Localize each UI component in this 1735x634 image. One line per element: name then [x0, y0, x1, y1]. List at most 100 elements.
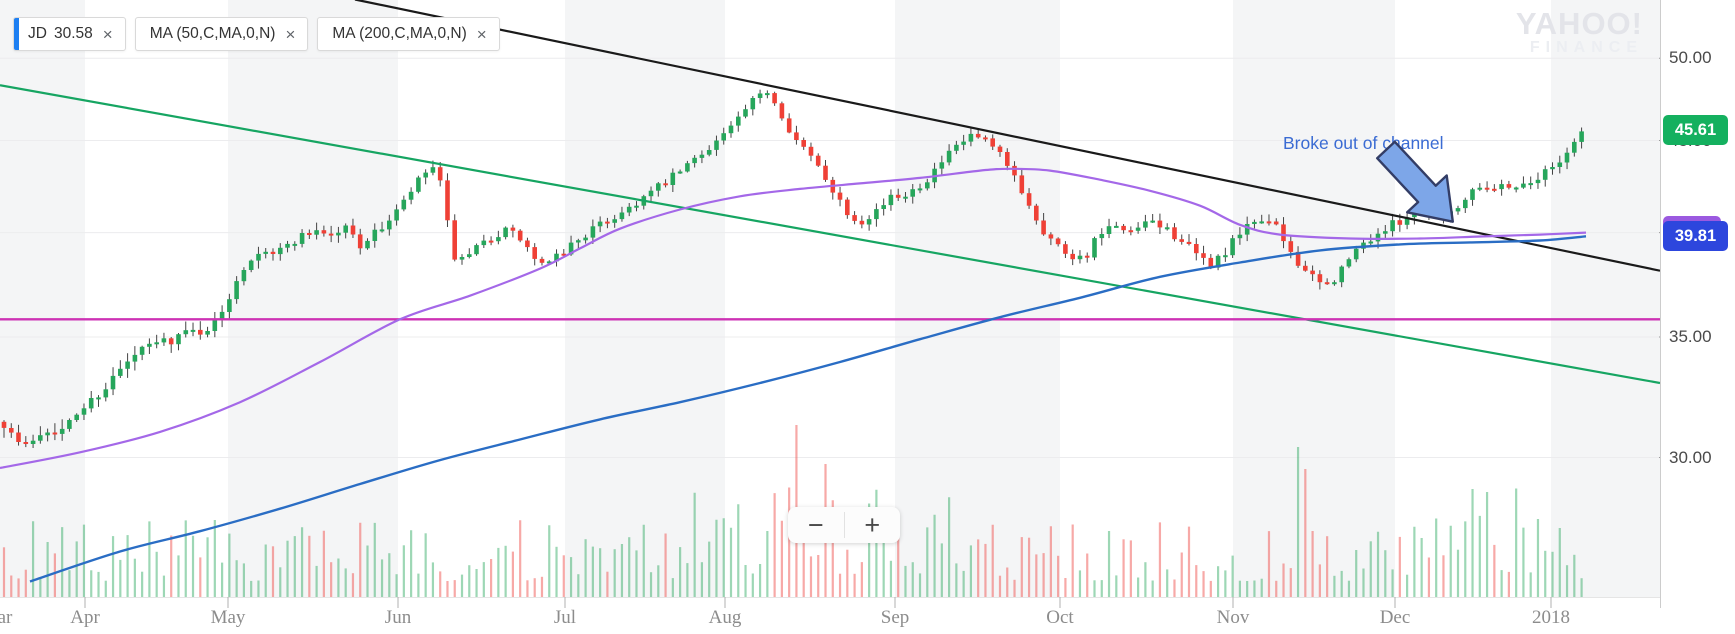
candle-body	[626, 206, 632, 213]
candle-body	[525, 240, 530, 248]
candle-body	[1346, 259, 1352, 267]
candle-body	[496, 237, 501, 242]
candle-body	[925, 182, 930, 189]
candle-body	[765, 93, 770, 96]
candle-body	[1084, 255, 1090, 258]
candle-body	[1164, 227, 1170, 230]
candle-body	[1295, 251, 1301, 266]
x-axis-label: May	[210, 607, 246, 628]
candle-body	[248, 260, 254, 270]
candle-body	[1484, 187, 1490, 190]
candle-body	[1332, 282, 1337, 285]
chip-close-icon[interactable]: ×	[102, 24, 113, 44]
candle-body	[234, 281, 239, 300]
candle-body	[961, 141, 966, 145]
candle-body	[1063, 244, 1068, 254]
chip-label: MA (50,C,MA,0,N)	[149, 25, 276, 42]
candle-body	[1535, 179, 1541, 184]
candle-body	[227, 299, 232, 312]
candle-body	[88, 398, 94, 409]
lower-channel-line[interactable]	[0, 84, 1660, 385]
candle-body	[1375, 233, 1381, 242]
zoom-in-button[interactable]: +	[864, 509, 881, 540]
candle-body	[888, 194, 894, 206]
candle-body	[336, 232, 341, 236]
chip-value: 30.58	[53, 25, 93, 42]
candle-body	[96, 397, 101, 400]
candle-body	[968, 133, 974, 142]
indicator-chip[interactable]: MA (50,C,MA,0,N) ×	[134, 17, 309, 51]
zoom-out-button[interactable]: −	[807, 509, 824, 540]
candle-body	[794, 132, 799, 140]
candle-body	[801, 140, 806, 147]
annotation-text[interactable]: Broke out of channel	[1283, 133, 1444, 153]
candle-body	[1186, 241, 1192, 244]
candle-body	[1390, 220, 1395, 232]
candle-body	[9, 428, 14, 433]
candle-body	[1128, 230, 1134, 233]
candle-body	[190, 329, 196, 332]
x-axis-label: Aug	[708, 607, 742, 628]
price-axis-line	[1660, 0, 1661, 608]
x-axis-label: Sep	[880, 607, 910, 628]
month-band	[228, 0, 398, 597]
candle-body	[474, 245, 479, 255]
candle-body	[118, 368, 123, 376]
candle-body	[1041, 220, 1046, 235]
upper-channel-line[interactable]	[354, 0, 1660, 272]
x-axis-label: Jun	[384, 607, 412, 628]
candle-body	[939, 162, 945, 169]
x-axis-label: Dec	[1379, 607, 1411, 628]
candle-body	[743, 109, 748, 117]
candle-body	[467, 254, 472, 257]
candle-body	[728, 125, 734, 134]
candle-body	[437, 167, 443, 181]
candle-body	[1143, 221, 1148, 228]
candle-body	[299, 233, 305, 244]
chip-accent-bar	[14, 18, 19, 50]
candle-body	[772, 93, 777, 104]
candle-body	[1397, 220, 1403, 225]
candlestick-series	[1, 89, 1584, 448]
candle-body	[161, 338, 167, 343]
candle-body	[1005, 152, 1010, 166]
annotation-arrow[interactable]	[1375, 140, 1455, 223]
candle-body	[278, 247, 283, 255]
candle-body	[1135, 227, 1141, 231]
chip-close-icon[interactable]: ×	[476, 24, 487, 44]
price-chart-canvas[interactable]: Broke out of channel	[0, 0, 1660, 608]
candle-body	[1477, 187, 1483, 190]
chip-close-icon[interactable]: ×	[285, 24, 296, 44]
candle-body	[597, 221, 603, 227]
month-band	[565, 0, 725, 597]
candle-body	[1077, 255, 1083, 260]
symbol-chip[interactable]: JD 30.58 ×	[13, 17, 126, 51]
candle-body	[590, 226, 596, 238]
candle-body	[1310, 270, 1315, 275]
candle-body	[147, 343, 152, 347]
candle-body	[750, 98, 756, 110]
x-axis-label: Oct	[1046, 607, 1074, 628]
candle-body	[1070, 253, 1075, 260]
candle-body	[1521, 183, 1526, 188]
indicator-chip[interactable]: MA (200,C,MA,0,N) ×	[317, 17, 500, 51]
zoom-controls: − +	[788, 507, 900, 543]
candle-body	[1353, 248, 1359, 260]
candle-body	[510, 227, 516, 231]
candle-body	[1121, 225, 1126, 231]
candle-body	[52, 432, 58, 435]
candle-body	[1572, 141, 1577, 153]
candle-body	[1542, 169, 1548, 180]
candle-body	[23, 442, 29, 444]
candle-body	[517, 230, 523, 241]
annotation-group[interactable]: Broke out of channel	[1283, 133, 1455, 223]
candle-body	[198, 329, 203, 335]
candle-body	[212, 318, 218, 331]
candle-body	[1230, 238, 1235, 256]
candle-body	[648, 190, 654, 197]
candle-body	[1252, 221, 1257, 224]
candle-body	[583, 237, 588, 241]
candle-body	[205, 331, 210, 335]
candle-body	[1194, 244, 1199, 254]
candle-body	[379, 229, 385, 232]
